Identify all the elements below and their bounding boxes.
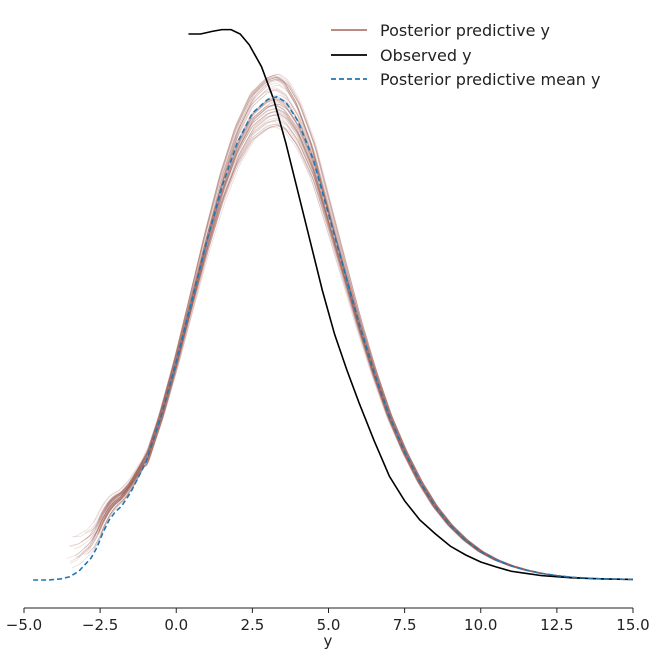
x-tick-label: −2.5 <box>82 616 118 634</box>
posterior-predictive-draw-line <box>69 104 631 580</box>
posterior-predictive-draw-line <box>71 99 632 580</box>
posterior-predictive-mean-series <box>33 95 634 581</box>
posterior-predictive-draw-line <box>69 120 631 580</box>
legend: Posterior predictive y Observed y Poster… <box>331 21 600 89</box>
posterior-predictive-draw-line <box>108 114 633 580</box>
posterior-predictive-draw-line <box>66 76 634 580</box>
posterior-predictive-draw-line <box>100 78 631 580</box>
x-tick-label: 15.0 <box>616 616 649 634</box>
x-tick-label: 0.0 <box>164 616 188 634</box>
posterior-predictive-draw-line <box>101 76 632 580</box>
posterior-predictive-draw-line <box>87 125 633 580</box>
posterior-predictive-draw-line <box>99 75 633 580</box>
legend-label-posterior-predictive-mean: Posterior predictive mean y <box>380 70 600 89</box>
posterior-predictive-draw-line <box>75 109 633 580</box>
posterior-predictive-draw-line <box>108 103 633 580</box>
posterior-predictive-draw-line <box>75 87 633 580</box>
legend-label-posterior-predictive: Posterior predictive y <box>380 21 550 40</box>
x-tick-label: 10.0 <box>464 616 497 634</box>
x-tick-label: −5.0 <box>6 616 42 634</box>
posterior-predictive-draw-line <box>83 103 632 580</box>
x-tick-label: 7.5 <box>393 616 417 634</box>
posterior-predictive-draws <box>66 73 634 580</box>
posterior-predictive-draw-line <box>88 119 631 580</box>
posterior-predictive-draw-line <box>75 89 633 580</box>
x-tick-label: 5.0 <box>317 616 341 634</box>
posterior-predictive-draw-line <box>93 119 631 580</box>
posterior-predictive-draw-line <box>80 97 632 580</box>
posterior-predictive-draw-line <box>72 89 633 580</box>
posterior-predictive-mean-line <box>33 95 634 581</box>
posterior-predictive-draw-line <box>85 117 631 580</box>
posterior-predictive-draw-line <box>68 85 633 580</box>
x-tick-label: 12.5 <box>540 616 573 634</box>
posterior-predictive-draw-line <box>74 74 632 580</box>
posterior-predictive-draw-line <box>84 110 634 580</box>
x-axis-label: y <box>324 632 333 650</box>
posterior-predictive-draw-line <box>106 105 631 580</box>
observed-line <box>188 28 634 581</box>
posterior-predictive-draw-line <box>85 94 632 580</box>
posterior-predictive-draw-line <box>69 126 631 580</box>
legend-label-observed: Observed y <box>380 46 472 65</box>
observed-series <box>188 28 634 581</box>
posterior-predictive-draw-line <box>100 73 631 580</box>
posterior-predictive-draw-line <box>83 111 633 580</box>
x-axis: −5.0 −2.5 0.0 2.5 5.0 7.5 10.0 12.5 15.0 <box>6 607 650 634</box>
posterior-predictive-draw-line <box>77 114 633 580</box>
x-tick-label: 2.5 <box>240 616 264 634</box>
